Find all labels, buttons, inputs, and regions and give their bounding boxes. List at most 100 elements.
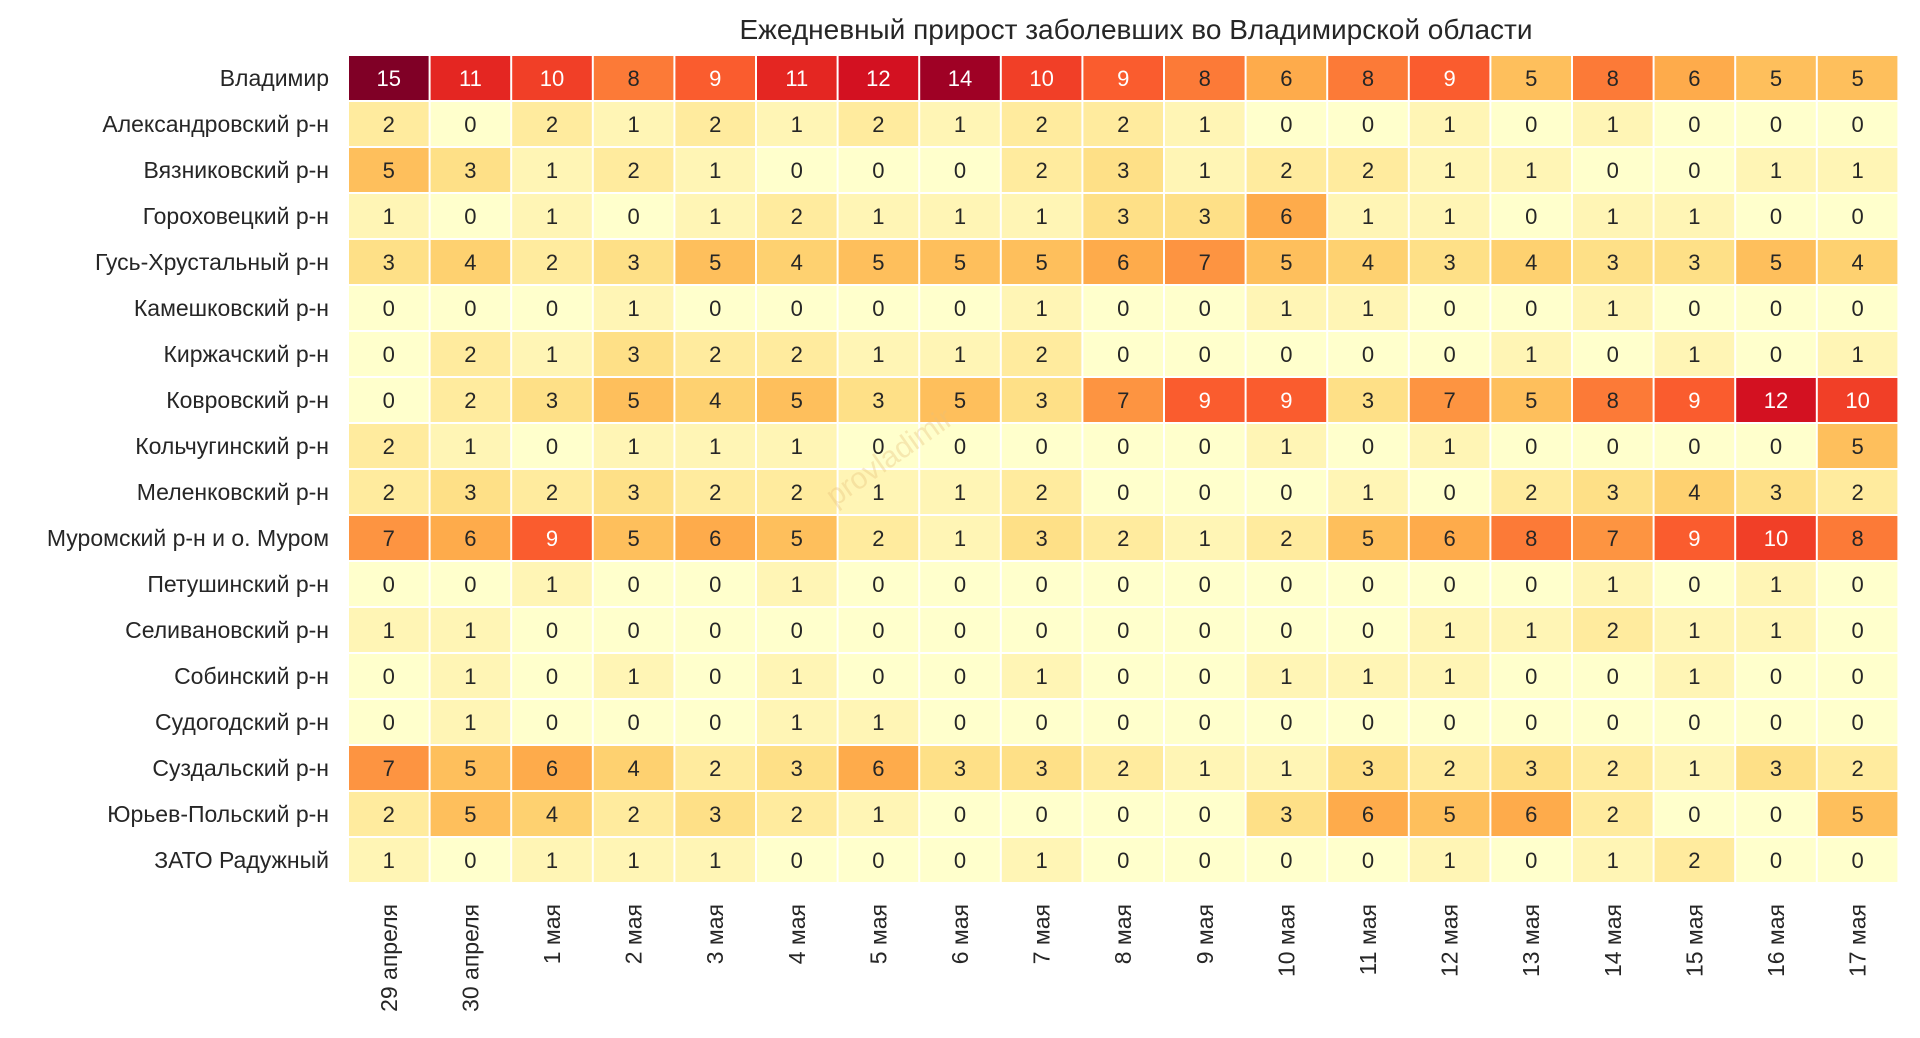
cell-value-label: 14 xyxy=(948,66,972,91)
cell-value-label: 0 xyxy=(1607,158,1619,183)
chart-title: Ежедневный прирост заболевших во Владими… xyxy=(739,14,1532,45)
heatmap-cell xyxy=(675,424,755,468)
heatmap-cell xyxy=(593,562,674,606)
heatmap-cell xyxy=(1001,240,1082,284)
heatmap-cell xyxy=(1246,286,1327,330)
row-label: Ковровский р-н xyxy=(166,387,329,413)
cell-value-label: 1 xyxy=(464,710,476,735)
heatmap-cell xyxy=(1165,378,1245,422)
heatmap-cell xyxy=(593,286,674,330)
heatmap-cell xyxy=(1001,470,1082,514)
row-label: Муромский р-н и о. Муром xyxy=(47,525,329,551)
heatmap-cell xyxy=(1573,746,1653,790)
heatmap-cell xyxy=(1409,608,1490,652)
column-label: 16 мая xyxy=(1763,904,1789,977)
heatmap-cell xyxy=(349,148,429,192)
column-label: 7 мая xyxy=(1029,904,1055,964)
heatmap-cell xyxy=(1001,516,1082,560)
heatmap-cell xyxy=(1165,792,1245,836)
cell-value-label: 0 xyxy=(1362,342,1374,367)
cell-value-label: 0 xyxy=(1770,342,1782,367)
heatmap-cell xyxy=(1736,286,1816,330)
cell-value-label: 2 xyxy=(546,250,558,275)
cell-value-label: 0 xyxy=(1770,434,1782,459)
cell-value-label: 0 xyxy=(1688,158,1700,183)
heatmap-cell xyxy=(1328,654,1408,698)
cell-value-label: 0 xyxy=(872,848,884,873)
heatmap-cell xyxy=(1246,470,1327,514)
column-label: 1 мая xyxy=(539,904,565,964)
cell-value-label: 6 xyxy=(1117,250,1129,275)
heatmap-cell xyxy=(838,102,919,146)
heatmap-cell xyxy=(1573,516,1653,560)
heatmap-cell xyxy=(757,148,837,192)
cell-value-label: 0 xyxy=(1770,710,1782,735)
heatmap-cell xyxy=(1654,332,1735,376)
heatmap-cell xyxy=(1409,102,1490,146)
heatmap-cell xyxy=(593,148,674,192)
cell-value-label: 2 xyxy=(1117,526,1129,551)
heatmap-cell xyxy=(838,516,919,560)
cell-value-label: 3 xyxy=(627,480,639,505)
heatmap-cell xyxy=(1817,240,1898,284)
column-labels: 29 апреля 30 апреля 1 мая 2 мая 3 мая 4 мая 5 … xyxy=(376,904,1871,1012)
heatmap-cell xyxy=(920,378,1000,422)
heatmap-cell xyxy=(1491,378,1571,422)
heatmap-cell xyxy=(430,700,511,744)
cell-value-label: 2 xyxy=(383,112,395,137)
cell-value-label: 0 xyxy=(1199,342,1211,367)
cell-value-label: 1 xyxy=(954,112,966,137)
heatmap-cells: 15 11 10 8 9 11 12 14 10 9 8 6 8 9 5 8 6 5 52 0 2 1 2 1 2 1 2 2 1 0 0 1… xyxy=(349,56,1898,882)
heatmap-cell xyxy=(1328,56,1408,100)
cell-value-label: 2 xyxy=(383,802,395,827)
cell-value-label: 0 xyxy=(1199,618,1211,643)
cell-value-label: 2 xyxy=(627,802,639,827)
heatmap-cell xyxy=(1654,746,1735,790)
column-label: 8 мая xyxy=(1110,904,1136,964)
heatmap-cell xyxy=(1409,148,1490,192)
heatmap-cell xyxy=(1246,378,1327,422)
cell-value-label: 1 xyxy=(791,572,803,597)
cell-value-label: 1 xyxy=(791,664,803,689)
heatmap-cell xyxy=(430,746,511,790)
row-label: Суздальский р-н xyxy=(152,755,329,781)
cell-value-label: 0 xyxy=(1362,710,1374,735)
cell-value-label: 0 xyxy=(1199,710,1211,735)
cell-value-label: 0 xyxy=(1117,710,1129,735)
heatmap-cell xyxy=(512,654,592,698)
cell-value-label: 1 xyxy=(1443,204,1455,229)
heatmap-cell xyxy=(1001,792,1082,836)
heatmap-cell xyxy=(1165,654,1245,698)
heatmap-cell xyxy=(1736,240,1816,284)
heatmap-cell xyxy=(1083,608,1163,652)
cell-value-label: 0 xyxy=(1607,710,1619,735)
heatmap-cell xyxy=(675,56,755,100)
cell-value-label: 2 xyxy=(1035,158,1047,183)
heatmap-cell xyxy=(512,194,592,238)
heatmap-cell xyxy=(675,470,755,514)
heatmap-cell xyxy=(1654,654,1735,698)
heatmap-cell xyxy=(1001,562,1082,606)
cell-value-label: 1 xyxy=(1525,158,1537,183)
heatmap-cell xyxy=(430,332,511,376)
cell-value-label: 5 xyxy=(383,158,395,183)
cell-value-label: 0 xyxy=(1688,296,1700,321)
heatmap-cell xyxy=(920,746,1000,790)
cell-value-label: 0 xyxy=(709,572,721,597)
cell-value-label: 0 xyxy=(954,572,966,597)
cell-value-label: 3 xyxy=(1362,388,1374,413)
heatmap-cell xyxy=(1328,102,1408,146)
cell-value-label: 2 xyxy=(1851,480,1863,505)
heatmap-cell xyxy=(757,838,837,882)
heatmap-cell xyxy=(1736,838,1816,882)
heatmap-cell xyxy=(349,332,429,376)
cell-value-label: 0 xyxy=(1770,112,1782,137)
cell-value-label: 1 xyxy=(791,434,803,459)
heatmap-cell xyxy=(1491,562,1571,606)
cell-value-label: 9 xyxy=(709,66,721,91)
cell-value-label: 0 xyxy=(1607,342,1619,367)
heatmap-cell xyxy=(349,700,429,744)
heatmap-cell xyxy=(675,700,755,744)
cell-value-label: 0 xyxy=(1199,434,1211,459)
heatmap-cell xyxy=(1654,378,1735,422)
